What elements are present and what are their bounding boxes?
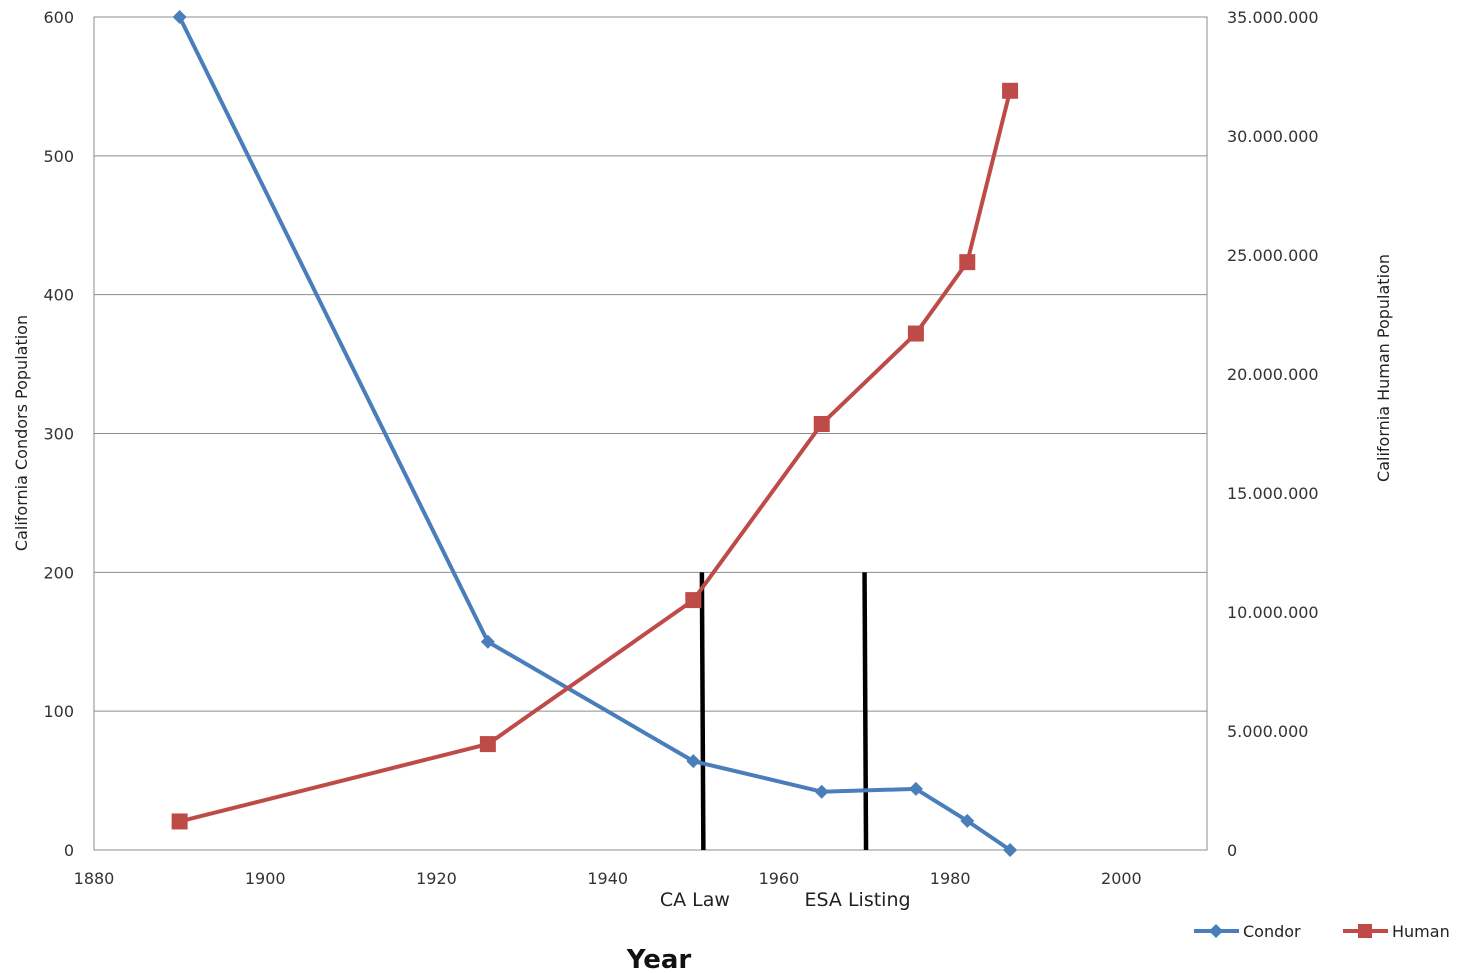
legend-label-human: Human <box>1392 922 1450 941</box>
series-group <box>171 10 1019 857</box>
y-axis-title: California Condors Population <box>12 315 31 551</box>
x-tick-label-1920: 1920 <box>416 869 457 888</box>
annotations: CA Law ESA Listing <box>660 572 911 911</box>
gridlines <box>94 16 1207 712</box>
x-tick-label-1940: 1940 <box>587 869 628 888</box>
y2-axis-tick-labels: 0 5.000.000 10.000.000 15.000.000 20.000.000… <box>1227 8 1319 860</box>
y-tick-label-300: 300 <box>43 425 74 444</box>
y-tick-label-600: 600 <box>43 8 74 27</box>
human-point-1 <box>479 736 496 753</box>
y2-tick-label-2: 10.000.000 <box>1227 603 1319 622</box>
series-line-human <box>179 90 1013 824</box>
x-tick-label-1900: 1900 <box>245 869 286 888</box>
x-tick-label-2000: 2000 <box>1101 869 1142 888</box>
y2-tick-label-5: 25.000.000 <box>1227 246 1319 265</box>
y2-tick-label-3: 15.000.000 <box>1227 484 1319 503</box>
legend-marker-human <box>1358 924 1372 938</box>
x-tick-label-1980: 1980 <box>930 869 971 888</box>
annotation-label-1: ESA Listing <box>805 889 911 911</box>
condor-point-0 <box>172 10 187 24</box>
y-tick-label-0: 0 <box>64 841 74 860</box>
human-point-5 <box>959 254 976 271</box>
y2-tick-label-7: 35.000.000 <box>1227 8 1319 27</box>
condor-point-1 <box>480 634 495 649</box>
condor-point-2 <box>686 754 701 769</box>
y2-tick-label-1: 5.000.000 <box>1227 722 1308 741</box>
y2-tick-label-4: 20.000.000 <box>1227 365 1319 384</box>
annotation-line-0 <box>699 572 706 851</box>
x-tick-label-1880: 1880 <box>74 869 115 888</box>
y-tick-label-400: 400 <box>43 286 74 305</box>
x-tick-label-1960: 1960 <box>759 869 800 888</box>
y2-axis-title: California Human Population <box>1374 254 1393 482</box>
x-axis-title: Year <box>626 945 692 973</box>
condor-point-3 <box>814 784 829 799</box>
condor-point-5 <box>960 813 975 828</box>
y-tick-label-100: 100 <box>43 702 74 721</box>
legend-marker-condor <box>1209 924 1223 938</box>
annotation-line-1 <box>862 572 869 851</box>
human-point-0 <box>171 813 188 830</box>
y-axis-tick-labels: 0 100 200 300 400 500 600 <box>43 8 74 860</box>
y2-tick-label-0: 0 <box>1227 841 1237 860</box>
y-tick-label-500: 500 <box>43 147 74 166</box>
annotation-label-0: CA Law <box>660 889 730 911</box>
human-point-6 <box>1002 82 1019 99</box>
human-point-2 <box>685 592 702 609</box>
human-point-3 <box>813 415 830 432</box>
condor-point-4 <box>908 781 923 796</box>
condor-point-6 <box>1003 843 1018 857</box>
y2-tick-label-6: 30.000.000 <box>1227 127 1319 146</box>
legend: Condor Human <box>1194 922 1450 941</box>
legend-label-condor: Condor <box>1243 922 1301 941</box>
x-axis-tick-labels: 1880 1900 1920 1940 1960 1980 2000 <box>74 869 1142 888</box>
human-point-4 <box>907 325 924 342</box>
y-tick-label-200: 200 <box>43 563 74 582</box>
plot-area-border <box>93 16 1208 851</box>
